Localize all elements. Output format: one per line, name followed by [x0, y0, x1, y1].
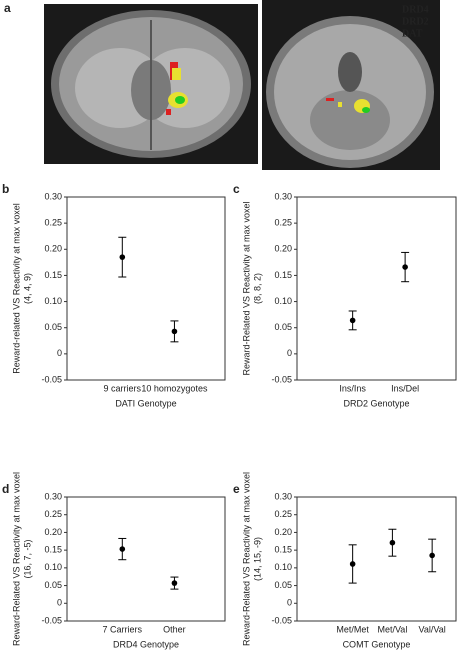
y-tick-label: 0.30 [274, 491, 292, 501]
x-tick-label: 10 homozygotes [141, 383, 208, 393]
y-tick-label: -0.05 [271, 615, 292, 625]
y-axis-label: Reward-Related VS Reactivity at max voxe… [11, 472, 21, 646]
x-tick-label: Met/Val [377, 624, 407, 634]
plot-frame [66, 496, 226, 622]
point [429, 552, 435, 559]
y-axis-label: (14, 15, -9) [252, 537, 262, 581]
y-tick-label: 0.20 [44, 527, 62, 537]
x-axis-label: DRD2 Genotype [343, 398, 409, 408]
x-tick-label: Ins/Del [391, 383, 419, 393]
panel-label: c [233, 182, 240, 196]
x-tick-label: Val/Val [419, 624, 446, 634]
y-tick-label: 0.05 [274, 580, 292, 590]
y-tick-label: 0.30 [274, 191, 292, 201]
y-tick-label: 0.20 [274, 244, 292, 254]
point [171, 580, 178, 586]
y-tick-label: 0 [287, 598, 292, 608]
y-tick-label: 0 [287, 348, 292, 358]
panel-label: d [2, 482, 9, 496]
x-tick-label: 7 Carriers [103, 624, 143, 634]
x-axis-label: COMT Genotype [343, 639, 411, 649]
x-axis-label: DATI Genotype [115, 398, 176, 408]
y-tick-label: 0.25 [44, 218, 62, 228]
y-tick-label: 0.20 [274, 527, 292, 537]
point [349, 317, 356, 324]
legend-entry: DAT [402, 28, 423, 39]
point [402, 264, 408, 270]
x-axis-label: DRD4 Genotype [113, 639, 179, 649]
y-tick-label: 0.30 [44, 491, 62, 501]
x-tick-label: Ins/Ins [339, 383, 366, 393]
plot-frame [296, 496, 457, 622]
y-tick-label: 0.05 [274, 322, 292, 332]
y-tick-label: 0.10 [44, 562, 62, 572]
legend-entry: DRD2 [402, 16, 429, 27]
y-tick-label: 0 [57, 348, 62, 358]
point [389, 539, 396, 546]
point [119, 546, 126, 552]
y-axis-label: (4, 4, 9) [22, 273, 32, 304]
y-tick-label: 0.15 [44, 545, 62, 555]
y-tick-label: 0.10 [274, 296, 292, 306]
legend-entry: DRD4 [402, 4, 429, 15]
y-tick-label: 0.10 [274, 562, 292, 572]
y-tick-label: 0.05 [44, 322, 62, 332]
y-tick-label: -0.05 [41, 615, 62, 625]
y-axis-label: (8, 8, 2) [252, 273, 262, 304]
plot-frame [66, 196, 226, 381]
y-tick-label: 0.20 [44, 244, 62, 254]
y-axis-label: Reward-Related VS Reactivity at max voxe… [241, 472, 251, 646]
plot-frame [296, 196, 457, 381]
y-tick-label: 0.30 [44, 191, 62, 201]
y-tick-label: -0.05 [41, 374, 62, 384]
y-axis-label: Reward-related VS Reactivity at max voxe… [11, 203, 21, 374]
y-axis-label: (16, 7, -5) [22, 539, 32, 578]
brain-axial [44, 4, 258, 164]
y-tick-label: 0.05 [44, 580, 62, 590]
y-tick-label: 0.15 [44, 270, 62, 280]
point [171, 328, 178, 335]
x-tick-label: Met/Met [336, 624, 369, 634]
y-tick-label: 0.25 [274, 509, 292, 519]
y-axis-label: Reward-Related VS Reactivity at max voxe… [241, 201, 251, 375]
x-tick-label: Other [163, 624, 186, 634]
y-tick-label: 0.25 [274, 218, 292, 228]
panel-label: b [2, 182, 9, 196]
point [119, 254, 126, 260]
brain-coronal [262, 0, 440, 170]
y-tick-label: 0 [57, 598, 62, 608]
y-tick-label: 0.10 [44, 296, 62, 306]
x-tick-label: 9 carriers [104, 383, 142, 393]
y-tick-label: -0.05 [271, 374, 292, 384]
y-tick-label: 0.15 [274, 545, 292, 555]
point [349, 561, 356, 567]
panel-label: a [4, 1, 11, 15]
y-tick-label: 0.25 [44, 509, 62, 519]
y-tick-label: 0.15 [274, 270, 292, 280]
panel-label: e [233, 482, 240, 496]
